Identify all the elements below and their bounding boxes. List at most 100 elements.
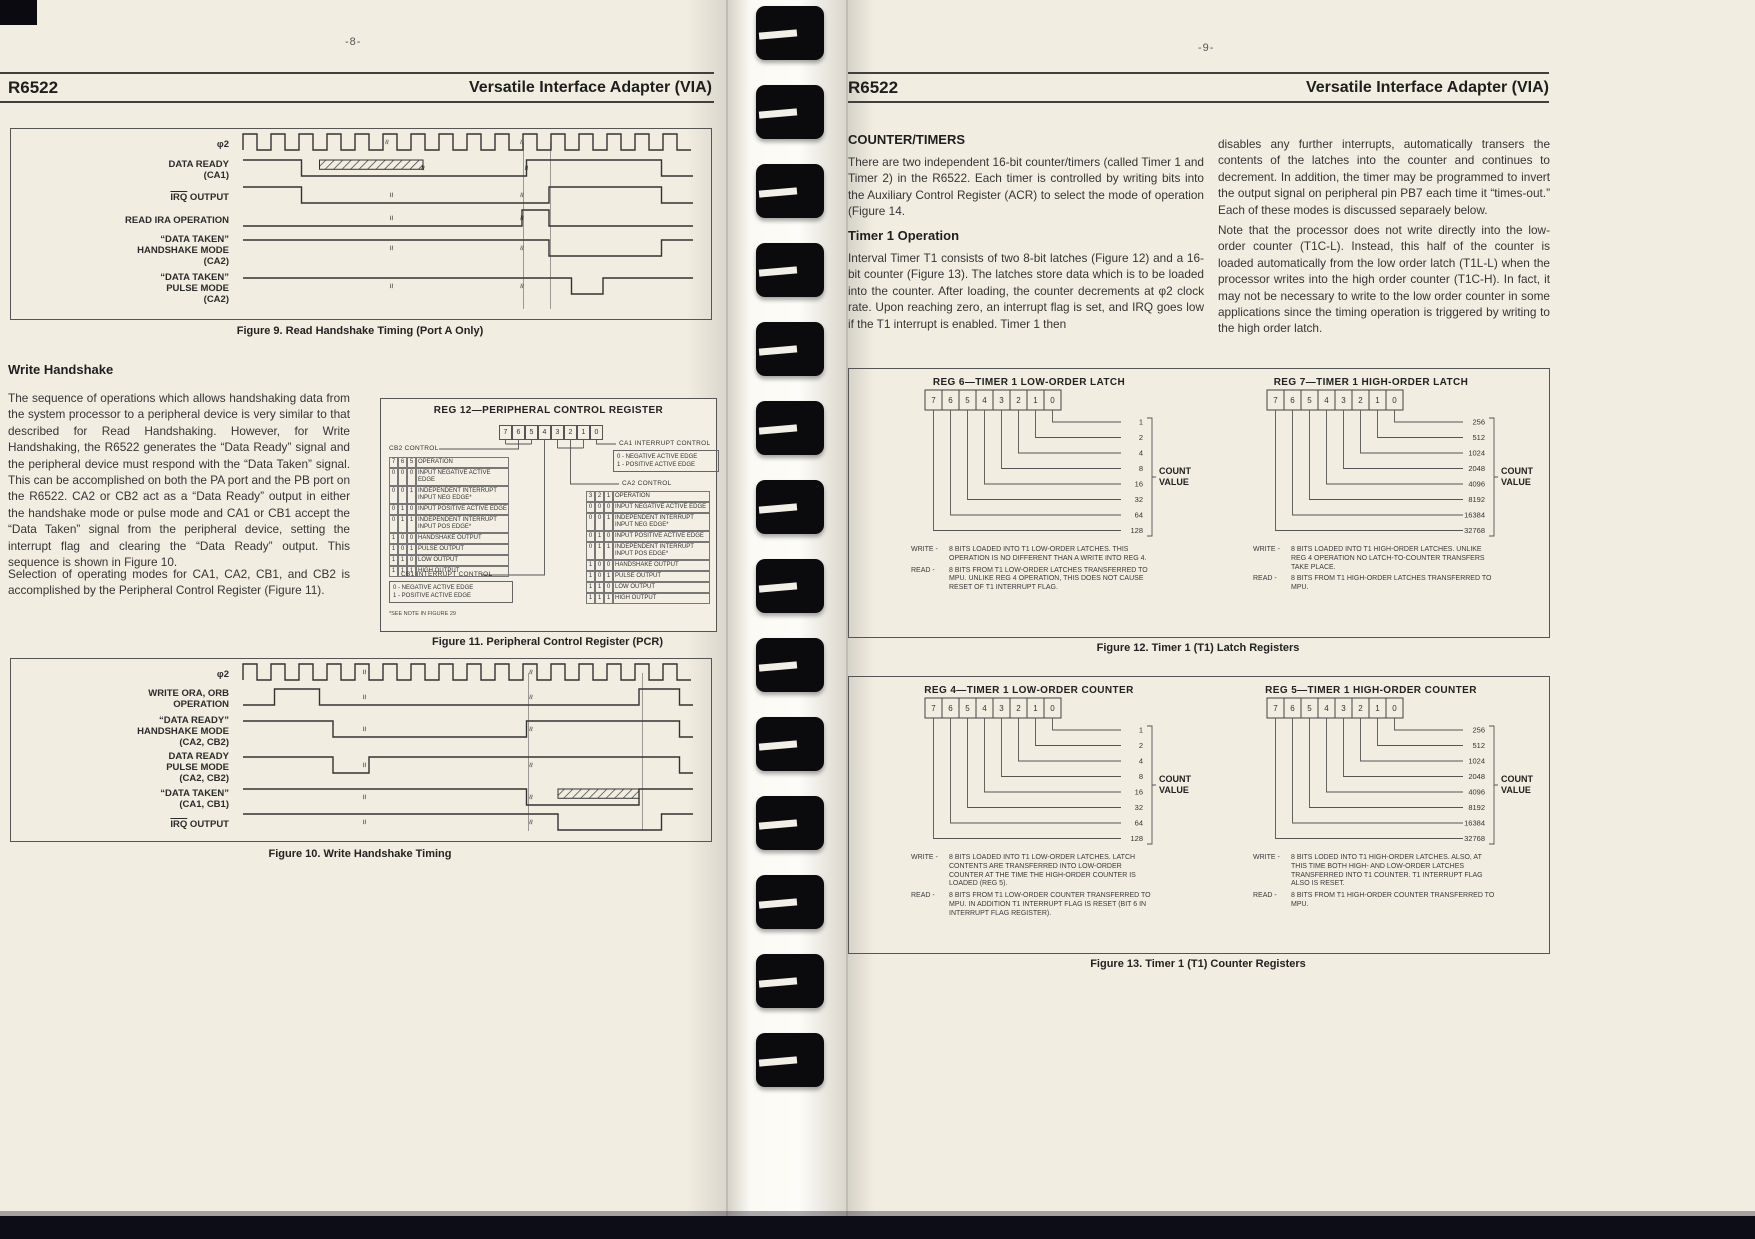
svg-text:16: 16 — [1135, 788, 1143, 797]
svg-text:≈: ≈ — [517, 139, 527, 144]
svg-text:6: 6 — [1290, 396, 1295, 405]
register-notes: WRITE -8 BITS LOADED INTO T1 LOW-ORDER L… — [859, 854, 1199, 919]
svg-text:4: 4 — [1139, 757, 1143, 766]
binding-ring — [756, 717, 824, 771]
svg-text:6: 6 — [1290, 704, 1295, 713]
svg-text:2048: 2048 — [1468, 464, 1485, 473]
signal-row: IRQ OUTPUT ≈ ≈ — [11, 185, 711, 209]
svg-text:128: 128 — [1130, 834, 1143, 843]
reference-line — [528, 673, 529, 831]
timer1-operation-heading: Timer 1 Operation — [848, 228, 960, 243]
scan-corner-artifact — [0, 0, 37, 25]
write-handshake-para2: Selection of operating modes for CA1, CA… — [8, 567, 350, 598]
svg-text:≈: ≈ — [360, 762, 370, 767]
reference-line — [642, 673, 643, 831]
signal-row: “DATA TAKEN” HANDSHAKE MODE (CA2) ≈ ≈ — [11, 231, 711, 269]
doc-subtitle-right: Versatile Interface Adapter (VIA) — [1305, 79, 1549, 96]
svg-text:0: 0 — [1392, 704, 1397, 713]
register-bit-diagram: 7 6 5 4 3 2 1 0 1 2 4 8 16 32 64 128 COUNT VALUE — [859, 388, 1199, 546]
svg-text:≈: ≈ — [517, 215, 527, 220]
scan-edge-shadow — [0, 1211, 1755, 1216]
svg-text:32: 32 — [1135, 803, 1143, 812]
signal-row: READ IRA OPERATION ≈ ≈ — [11, 208, 711, 231]
counter-timers-para1: There are two independent 16-bit counter… — [848, 155, 1204, 219]
register-notes: WRITE -8 BITS LOADED INTO T1 LOW-ORDER L… — [859, 546, 1199, 593]
reg5-high-order-counter: REG 5—TIMER 1 HIGH-ORDER COUNTER 7 6 5 4 3 2 1… — [1201, 685, 1541, 913]
register-title: REG 6—TIMER 1 LOW-ORDER LATCH — [932, 377, 1126, 388]
svg-text:5: 5 — [1307, 396, 1312, 405]
svg-text:≈: ≈ — [526, 819, 536, 824]
right-col-para1: disables any further interrupts, automat… — [1218, 137, 1550, 217]
header-rule-top-left — [0, 72, 714, 74]
pcr-bit-box: 4 — [538, 425, 551, 440]
pcr-table-header-cell: 5 — [407, 457, 416, 468]
pcr-table-row: 1 0 1 PULSE OUTPUT — [389, 544, 509, 555]
waveform: ≈ ≈ — [239, 267, 711, 310]
pcr-connector-lines — [439, 440, 619, 576]
ca1-control-label: CA1 INTERRUPT CONTROL — [619, 440, 711, 447]
figure-9-caption: Figure 9. Read Handshake Timing (Port A … — [236, 325, 484, 337]
svg-text:1: 1 — [1033, 396, 1038, 405]
waveform: ≈ ≈ — [239, 783, 711, 816]
register-title: REG 4—TIMER 1 LOW-ORDER COUNTER — [924, 685, 1134, 696]
pcr-table-row: 1 0 1 PULSE OUTPUT — [586, 571, 710, 582]
svg-text:≈: ≈ — [387, 215, 397, 220]
svg-text:256: 256 — [1472, 726, 1485, 735]
svg-text:7: 7 — [931, 396, 936, 405]
svg-text:3: 3 — [999, 704, 1004, 713]
signal-row: DATA READY (CA1) ≈ ≈ — [11, 155, 711, 185]
svg-text:≈: ≈ — [360, 669, 370, 674]
svg-text:≈: ≈ — [418, 165, 428, 170]
signal-label: φ2 — [216, 138, 229, 150]
pcr-table-row: 0 0 0 INPUT NEGATIVE ACTIVE EDGE — [586, 502, 710, 513]
binding-ring — [756, 6, 824, 60]
svg-text:4: 4 — [982, 396, 987, 405]
waveform: ≈ ≈ — [239, 153, 711, 188]
register-note: WRITE -8 BITS LOADED INTO T1 HIGH-ORDER … — [1253, 546, 1485, 571]
svg-text:≈: ≈ — [360, 726, 370, 731]
svg-text:≈: ≈ — [526, 794, 536, 799]
svg-text:1: 1 — [1375, 704, 1380, 713]
register-note: READ -8 BITS FROM T1 HIGH-ORDER COUNTER … — [1253, 892, 1495, 908]
figure-13-caption: Figure 13. Timer 1 (T1) Counter Register… — [1090, 958, 1306, 970]
svg-text:6: 6 — [948, 704, 953, 713]
header-rule-top-right — [848, 72, 1549, 74]
signal-label: DATA READY PULSE MODE (CA2, CB2) — [166, 750, 229, 784]
svg-text:≈: ≈ — [522, 165, 532, 170]
scan-edge-band — [0, 1216, 1755, 1239]
reference-line — [550, 143, 551, 309]
svg-text:7: 7 — [931, 704, 936, 713]
svg-text:VALUE: VALUE — [1501, 785, 1531, 795]
binding-ring — [756, 322, 824, 376]
register-note: READ -8 BITS FROM T1 LOW-ORDER LATCHES T… — [911, 566, 1148, 592]
waveform: ≈ ≈ — [239, 183, 711, 212]
signal-row: “DATA TAKEN” PULSE MODE (CA2) ≈ ≈ — [11, 269, 711, 307]
pcr-table-header-cell: 1 — [604, 491, 613, 502]
pcr-table-row: 0 0 0 INPUT NEGATIVE ACTIVE EDGE — [389, 468, 509, 486]
signal-row: φ2 ≈ ≈ — [11, 662, 711, 685]
signal-row: “DATA TAKEN” (CA1, CB1) ≈ ≈ — [11, 785, 711, 813]
write-handshake-para1: The sequence of operations which allows … — [8, 391, 350, 570]
svg-text:≈: ≈ — [517, 245, 527, 250]
svg-text:5: 5 — [965, 704, 970, 713]
svg-text:COUNT: COUNT — [1501, 774, 1533, 784]
svg-text:COUNT: COUNT — [1501, 466, 1533, 476]
register-note: READ -8 BITS FROM T1 LOW-ORDER COUNTER T… — [911, 892, 1151, 917]
binding-ring — [756, 164, 824, 218]
svg-text:1: 1 — [1375, 396, 1380, 405]
doc-title-left: R6522 — [8, 78, 59, 97]
counter-timers-heading: COUNTER/TIMERS — [848, 132, 965, 147]
binding-ring — [756, 638, 824, 692]
pcr-table-header-cell: 2 — [595, 491, 604, 502]
figure-11-caption: Figure 11. Peripheral Control Register (… — [431, 636, 664, 648]
svg-text:3: 3 — [1341, 704, 1346, 713]
svg-text:≈: ≈ — [382, 139, 392, 144]
pcr-table-row: 0 1 0 INPUT POSITIVE ACTIVE EDGE — [389, 504, 509, 515]
header-rule-bottom-left — [0, 101, 714, 103]
figure-9-timing-diagram: φ2 ≈ ≈ DATA READY (CA1) ≈ ≈ IRQ OUTPUT ≈ ≈ READ IR… — [10, 128, 712, 320]
svg-text:2: 2 — [1139, 741, 1143, 750]
